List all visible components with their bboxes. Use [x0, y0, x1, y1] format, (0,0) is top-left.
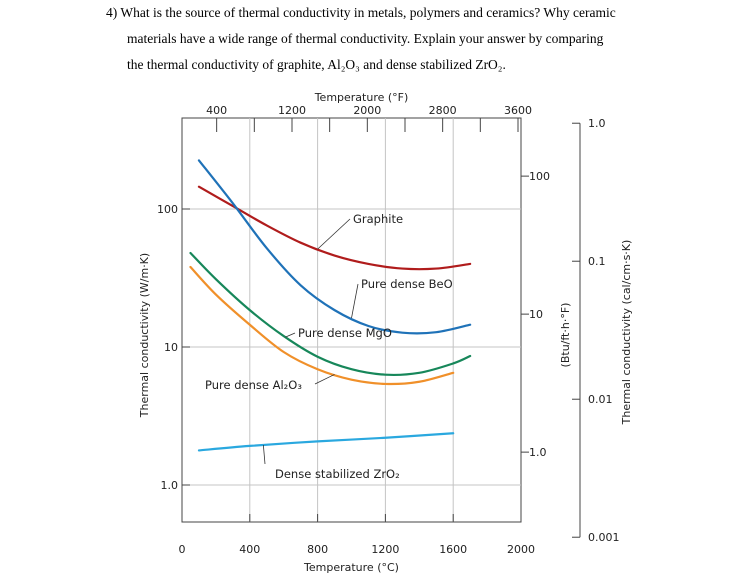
- btu-tick-label: 100: [529, 170, 550, 183]
- top-axis-title: Temperature (°F): [314, 91, 409, 104]
- x-axis-title: Temperature (°C): [303, 561, 399, 574]
- series-line-beo: [197, 159, 472, 335]
- annotation-label-beo: Pure dense BeO: [361, 277, 453, 291]
- top-tick-label: 3600: [504, 104, 532, 117]
- series-line-al2o3: [189, 265, 455, 386]
- question-line-2: materials have a wide range of thermal c…: [127, 31, 604, 46]
- x-tick-label: 1600: [439, 543, 467, 556]
- y-tick-label: 10: [164, 341, 178, 354]
- x-tick-label: 400: [239, 543, 260, 556]
- top-tick-label: 2000: [353, 104, 381, 117]
- x-tick-label: 0: [179, 543, 186, 556]
- annotation-label-al2o3: Pure dense Al₂O₃: [205, 378, 302, 392]
- annotation-leader-al2o3: [314, 374, 335, 385]
- annotation-label-mgo: Pure dense MgO: [298, 326, 392, 340]
- cal-tick-label: 0.01: [588, 393, 613, 406]
- question-line-1: 4) What is the source of thermal conduct…: [106, 5, 616, 20]
- annotation-leader-graphite: [317, 218, 351, 250]
- question-line-3: the thermal conductivity of graphite, Al…: [127, 57, 506, 72]
- cal-tick-label: 0.1: [588, 255, 606, 268]
- btu-tick-label: 10: [529, 308, 543, 321]
- btu-axis-title: (Btu/ft·h·°F): [559, 303, 572, 368]
- cal-tick-label: 0.001: [588, 531, 620, 544]
- annotation-label-zro2: Dense stabilized ZrO₂: [275, 467, 400, 481]
- y-tick-label: 100: [157, 203, 178, 216]
- top-tick-label: 1200: [278, 104, 306, 117]
- series-line-graphite: [197, 185, 472, 271]
- series-line-mgo: [189, 251, 472, 377]
- top-tick-label: 400: [206, 104, 227, 117]
- x-tick-label: 800: [307, 543, 328, 556]
- annotation-label-graphite: Graphite: [353, 212, 403, 226]
- btu-tick-label: 1.0: [529, 446, 547, 459]
- cal-tick-label: 1.0: [588, 117, 606, 130]
- cal-axis-title: Thermal conductivity (cal/cm·s·K): [620, 240, 633, 426]
- annotation-leader-zro2: [262, 444, 266, 465]
- y-tick-label: 1.0: [161, 479, 179, 492]
- y-axis-title: Thermal conductivity (W/m·K): [138, 253, 151, 418]
- plot-frame: [181, 117, 522, 523]
- annotation-leader-beo: [351, 283, 359, 319]
- x-tick-label: 2000: [507, 543, 535, 556]
- x-tick-label: 1200: [371, 543, 399, 556]
- series-line-zro2: [197, 432, 455, 452]
- top-tick-label: 2800: [429, 104, 457, 117]
- annotation-leader-mgo: [285, 332, 296, 338]
